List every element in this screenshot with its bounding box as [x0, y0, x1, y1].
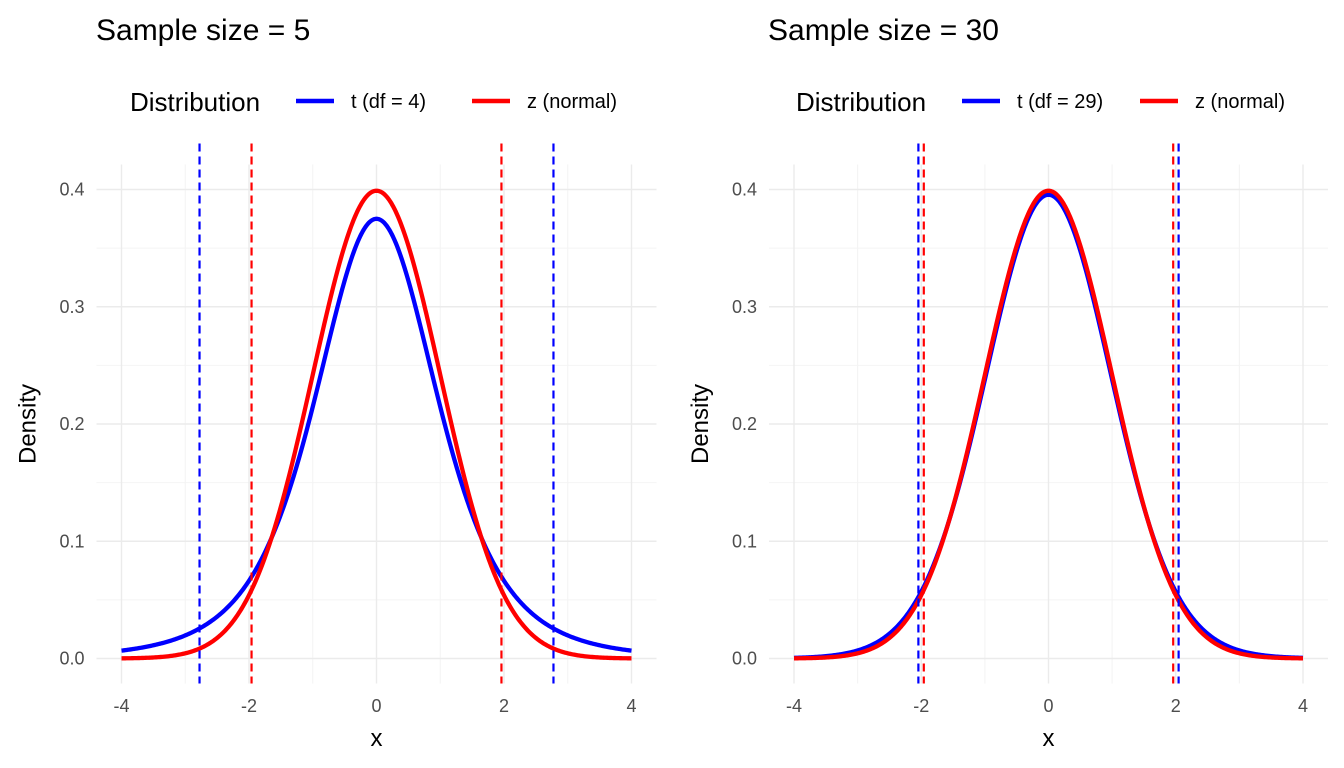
chart-title: Sample size = 30	[768, 14, 999, 47]
x-tick-label: 2	[1171, 696, 1181, 716]
x-tick-label: 0	[371, 696, 381, 716]
y-tick-label: 0.2	[59, 414, 84, 434]
y-tick-label: 0.3	[59, 297, 84, 317]
legend-title: Distribution	[130, 87, 260, 117]
x-axis-label: x	[371, 725, 383, 752]
y-axis-label: Density	[687, 384, 714, 464]
x-tick-label: 4	[1298, 696, 1308, 716]
x-tick-label: 0	[1043, 696, 1053, 716]
legend-entry-label: z (normal)	[527, 91, 617, 113]
x-tick-label: 2	[499, 696, 509, 716]
y-tick-label: 0.1	[59, 531, 84, 551]
panel-1: -4 -2 0 2 4 0.0 0.1 0.2 0.3 0.4 x Density Sample siz…	[15, 14, 657, 752]
legend-title: Distribution	[796, 87, 926, 117]
y-tick-label: 0.0	[59, 649, 84, 669]
gridlines	[769, 164, 1328, 684]
y-tick-label: 0.4	[732, 180, 757, 200]
curves	[793, 188, 1304, 661]
y-tick-label: 0.3	[732, 297, 757, 317]
legend: Distribution t (df = 4) z (normal)	[130, 87, 617, 117]
x-tick-label: -4	[786, 696, 802, 716]
x-tick-label: -2	[241, 696, 257, 716]
panel-2: -4 -2 0 2 4 0.0 0.1 0.2 0.3 0.4 x Density Sample siz…	[687, 14, 1328, 752]
gridlines	[96, 164, 657, 684]
chart-title: Sample size = 5	[96, 14, 310, 47]
y-tick-label: 0.1	[732, 531, 757, 551]
legend-entry-label: t (df = 29)	[1017, 91, 1103, 113]
critical-lines	[198, 143, 555, 684]
y-tick-label: 0.2	[732, 414, 757, 434]
x-axis-label: x	[1043, 725, 1055, 752]
series-line-t	[793, 192, 1304, 661]
series-line-z	[120, 188, 633, 661]
legend-entry-label: t (df = 4)	[351, 91, 426, 113]
x-tick-label: 4	[626, 696, 636, 716]
critical-lines	[917, 143, 1180, 684]
y-tick-label: 0.4	[59, 180, 84, 200]
legend: Distribution t (df = 29) z (normal)	[796, 87, 1285, 117]
y-tick-label: 0.0	[732, 649, 757, 669]
x-tick-label: -2	[913, 696, 929, 716]
legend-entry-label: z (normal)	[1195, 91, 1285, 113]
curves	[120, 188, 633, 661]
x-tick-label: -4	[113, 696, 129, 716]
series-line-t	[120, 216, 633, 653]
series-line-z	[793, 188, 1304, 661]
y-axis-label: Density	[15, 384, 42, 464]
